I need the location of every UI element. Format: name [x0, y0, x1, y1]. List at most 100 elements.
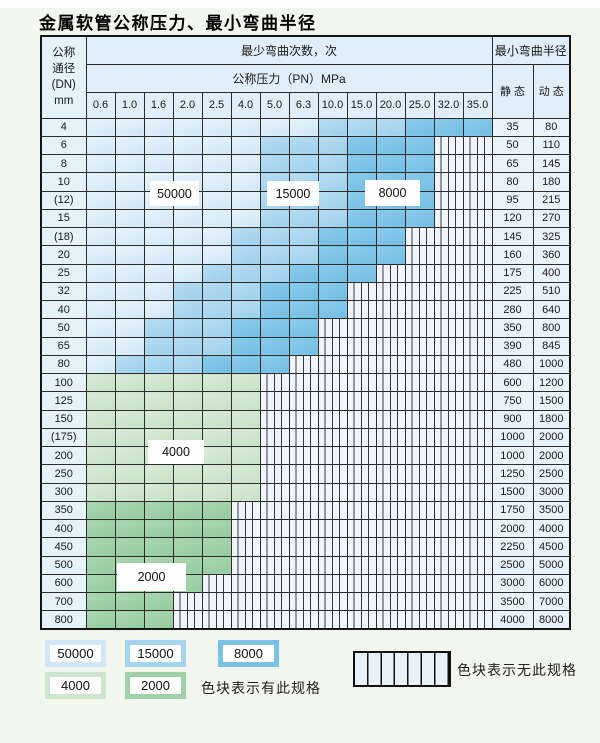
spec-cell	[346, 391, 377, 411]
spec-cell	[404, 208, 435, 229]
spec-cell	[201, 226, 232, 247]
spec-cell	[462, 208, 493, 229]
dynamic-value-cell: 1500	[532, 391, 571, 411]
spec-cell	[143, 208, 174, 229]
spec-cell	[404, 281, 435, 302]
legend-box-8000: 8000	[218, 640, 279, 667]
spec-cell	[230, 281, 261, 302]
spec-cell	[346, 153, 377, 174]
static-value-cell: 1750	[491, 500, 534, 521]
spec-cell	[404, 518, 435, 539]
spec-cell	[433, 372, 464, 393]
spec-cell	[346, 208, 377, 229]
dynamic-value-cell: 8000	[532, 610, 571, 630]
spec-cell	[375, 281, 406, 302]
spec-cell	[404, 153, 435, 174]
table-row: 40 280 640	[40, 299, 571, 320]
spec-cell	[230, 153, 261, 174]
spec-cell	[375, 518, 406, 539]
spec-cell	[404, 573, 435, 594]
static-value-cell: 145	[491, 226, 534, 247]
spec-cell	[462, 537, 493, 557]
spec-cell	[114, 208, 145, 229]
spec-cell	[85, 391, 116, 411]
spec-cell	[433, 299, 464, 320]
spec-cell	[288, 153, 319, 174]
spec-cell	[143, 318, 174, 338]
table-row: 80 480 1000	[40, 354, 571, 375]
spec-cell	[317, 482, 348, 502]
spec-cell	[114, 427, 145, 448]
spec-cell	[85, 172, 116, 192]
spec-cell	[433, 153, 464, 174]
spec-cell	[462, 318, 493, 338]
table-row: 125 750 1500	[40, 391, 571, 411]
spec-cell	[346, 518, 377, 539]
spec-cell	[85, 354, 116, 375]
spec-cell	[114, 318, 145, 338]
spec-cell	[201, 117, 232, 137]
spec-cell	[346, 409, 377, 429]
spec-cell	[462, 172, 493, 192]
spec-cell	[317, 226, 348, 247]
spec-cell	[288, 318, 319, 338]
spec-cell	[172, 500, 203, 521]
pressure-value-cell: 32.0	[433, 91, 464, 119]
dn-header-line: 公称	[52, 47, 76, 60]
spec-cell	[114, 464, 145, 484]
spec-cell	[114, 518, 145, 539]
spec-cell	[346, 500, 377, 521]
table-row: 15 120 270	[40, 208, 571, 229]
spec-cell	[317, 573, 348, 594]
spec-cell	[259, 208, 290, 229]
spec-cell	[433, 427, 464, 448]
spec-cell	[259, 245, 290, 265]
pressure-value-cell: 1.6	[143, 91, 174, 119]
static-value-cell: 900	[491, 409, 534, 429]
spec-cell	[259, 135, 290, 156]
pressure-value-cell: 15.0	[346, 91, 377, 119]
spec-cell	[433, 208, 464, 229]
pressure-value-cell: 4.0	[230, 91, 261, 119]
spec-cell	[114, 354, 145, 375]
dn-cell: 4	[40, 117, 87, 137]
spec-cell	[375, 610, 406, 630]
spec-cell	[230, 518, 261, 539]
spec-cell	[259, 427, 290, 448]
spec-cell	[317, 172, 348, 192]
dn-cell: 20	[40, 245, 87, 265]
pressure-value-cell: 6.3	[288, 91, 319, 119]
pressure-value-cell: 35.0	[462, 91, 493, 119]
static-value-cell: 225	[491, 281, 534, 302]
dynamic-value-cell: 1800	[532, 409, 571, 429]
spec-cell	[172, 336, 203, 356]
dn-cell: 400	[40, 518, 87, 539]
spec-cell	[259, 591, 290, 612]
page-title: 金属软管公称压力、最小弯曲半径	[39, 14, 317, 34]
spec-cell	[404, 299, 435, 320]
spec-cell	[230, 500, 261, 521]
spec-cell	[143, 537, 174, 557]
dynamic-value-cell: 5000	[532, 555, 571, 575]
spec-cell	[201, 153, 232, 174]
spec-cell	[433, 445, 464, 466]
spec-cell	[143, 372, 174, 393]
spec-cell	[346, 555, 377, 575]
spec-cell	[404, 427, 435, 448]
spec-cell	[114, 117, 145, 137]
spec-cell	[462, 190, 493, 210]
spec-cell	[288, 573, 319, 594]
spec-cell	[85, 555, 116, 575]
spec-cell	[230, 336, 261, 356]
static-value-cell: 3000	[491, 573, 534, 594]
static-value-cell: 390	[491, 336, 534, 356]
spec-cell	[317, 336, 348, 356]
spec-cell	[201, 427, 232, 448]
overlay-label-2000: 2000	[117, 563, 186, 591]
dn-header-line: mm	[54, 95, 74, 108]
pressure-values-row: 0.6 1.0 1.6 2.0 2.5 4.0 5.0 6.3 10.0 15.0 20.0 25.0…	[41, 91, 570, 119]
dn-cell: (18)	[40, 226, 87, 247]
spec-cell	[230, 610, 261, 630]
spec-cell	[346, 281, 377, 302]
spec-cell	[114, 299, 145, 320]
